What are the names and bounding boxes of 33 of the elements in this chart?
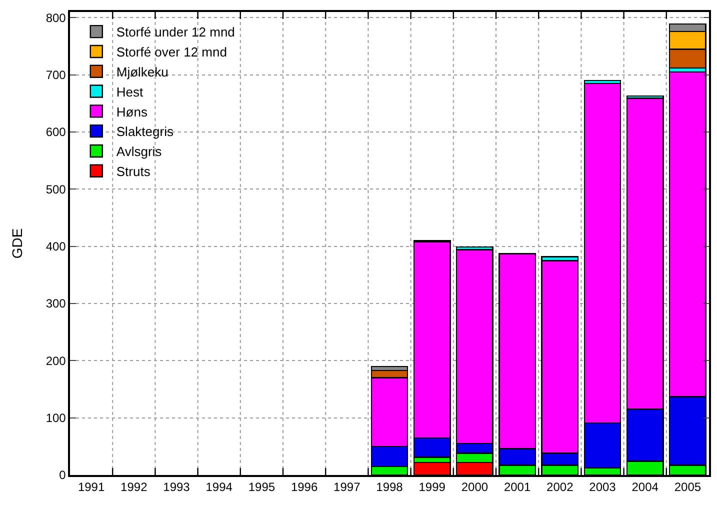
x-tick-label: 1992: [120, 480, 148, 494]
x-tick-label: 2002: [546, 480, 574, 494]
x-tick-label: 1994: [206, 480, 233, 494]
y-tick-label: 700: [46, 68, 66, 82]
legend-label: Storfé over 12 mnd: [116, 44, 227, 60]
x-tick-label: 1998: [376, 480, 404, 494]
x-tick-label: 2001: [504, 480, 531, 494]
y-tick-label: 300: [46, 296, 66, 311]
x-tick-label: 1996: [290, 480, 318, 494]
y-tick-label: 0: [59, 468, 66, 482]
y-axis-title: GDE: [8, 228, 25, 259]
legend-label: Struts: [116, 164, 151, 179]
legend-label: Slaktegris: [116, 124, 174, 140]
x-tick-label: 1997: [334, 480, 361, 494]
y-tick-label: 600: [46, 125, 66, 140]
y-tick-label: 100: [46, 411, 66, 426]
x-tick-label: 2005: [674, 480, 702, 494]
x-tick-label: 2003: [589, 480, 616, 494]
x-tick-label: 1995: [248, 480, 276, 494]
x-tick-label: 2000: [461, 480, 488, 494]
x-tick-label: 1993: [163, 480, 190, 494]
y-tick-label: 500: [46, 182, 66, 196]
y-tick-label: 400: [46, 240, 66, 254]
y-tick-label: 200: [46, 354, 66, 368]
legend-label: Mjølkeku: [116, 64, 168, 80]
legend-label: Storfé under 12 mnd: [116, 24, 235, 40]
x-tick-label: 1991: [78, 480, 105, 494]
legend-label: Avlsgris: [116, 144, 162, 160]
y-tick-label: 800: [46, 10, 66, 25]
legend-label: Hest: [116, 84, 144, 100]
legend-label: Høns: [116, 104, 148, 120]
x-tick-label: 1999: [418, 480, 446, 494]
x-tick-label: 2004: [632, 480, 659, 494]
